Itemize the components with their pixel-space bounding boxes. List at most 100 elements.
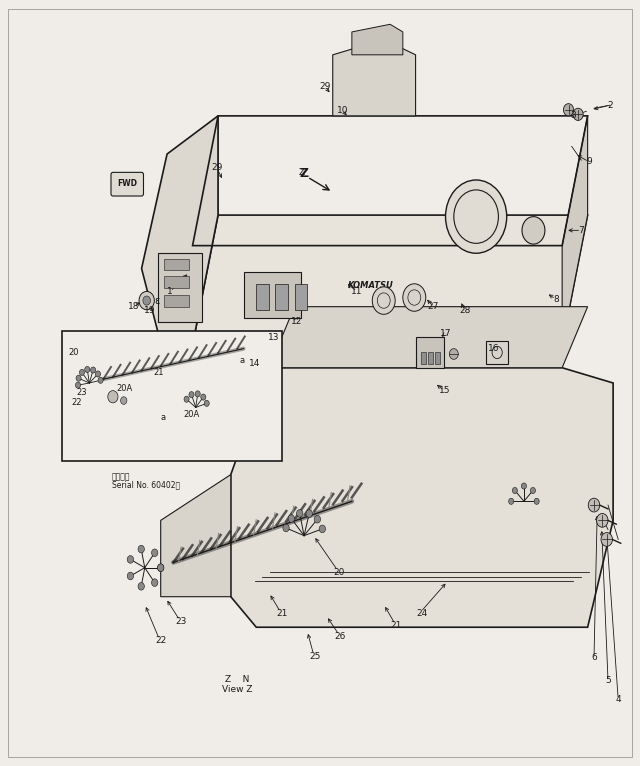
Text: 20: 20 <box>333 568 345 577</box>
Text: 11: 11 <box>351 287 363 296</box>
Bar <box>435 352 440 364</box>
Circle shape <box>513 487 518 493</box>
Bar <box>420 352 426 364</box>
Circle shape <box>522 217 545 244</box>
Text: 19: 19 <box>143 306 155 315</box>
Circle shape <box>184 396 189 402</box>
Circle shape <box>120 397 127 404</box>
Text: 16: 16 <box>488 344 499 353</box>
Text: 4: 4 <box>616 696 621 704</box>
Circle shape <box>449 349 458 359</box>
Bar <box>164 277 189 287</box>
Text: a: a <box>240 355 245 365</box>
Polygon shape <box>193 116 218 345</box>
Bar <box>164 259 189 270</box>
Circle shape <box>306 509 312 517</box>
Circle shape <box>563 103 573 116</box>
Polygon shape <box>161 475 231 597</box>
Text: FWD: FWD <box>117 179 137 188</box>
Text: 9: 9 <box>586 157 592 166</box>
Text: 1: 1 <box>168 287 173 296</box>
Circle shape <box>573 108 583 120</box>
Circle shape <box>314 516 321 523</box>
Circle shape <box>91 367 95 373</box>
Text: 14: 14 <box>250 359 260 368</box>
Circle shape <box>76 382 81 388</box>
Text: 12: 12 <box>291 317 302 326</box>
Circle shape <box>127 572 134 580</box>
Circle shape <box>98 377 103 383</box>
Text: 20: 20 <box>68 348 79 357</box>
Text: 5: 5 <box>605 676 611 685</box>
Text: 21: 21 <box>276 609 287 618</box>
Circle shape <box>204 401 209 407</box>
Circle shape <box>108 391 118 403</box>
Circle shape <box>283 524 289 532</box>
Text: 21: 21 <box>154 368 164 377</box>
Circle shape <box>152 579 158 587</box>
Text: 8: 8 <box>553 295 559 303</box>
Circle shape <box>157 564 164 571</box>
Polygon shape <box>269 306 588 368</box>
Polygon shape <box>333 40 415 116</box>
Polygon shape <box>562 116 588 345</box>
Circle shape <box>288 515 294 522</box>
Text: a: a <box>160 413 165 422</box>
Text: 27: 27 <box>428 302 439 311</box>
Circle shape <box>138 582 145 590</box>
Bar <box>415 337 444 368</box>
Circle shape <box>319 525 326 532</box>
Bar <box>157 254 202 322</box>
Circle shape <box>534 498 540 504</box>
Circle shape <box>596 513 608 527</box>
Text: 20A: 20A <box>117 384 133 393</box>
Circle shape <box>403 283 426 311</box>
Text: Serial No. 60402～: Serial No. 60402～ <box>111 480 180 489</box>
Bar <box>164 295 189 306</box>
Circle shape <box>157 564 164 571</box>
Polygon shape <box>231 368 613 627</box>
Bar <box>62 331 282 461</box>
Circle shape <box>201 394 206 400</box>
Bar <box>486 341 508 364</box>
Text: View Z: View Z <box>222 686 252 694</box>
FancyBboxPatch shape <box>111 172 143 196</box>
Text: 2: 2 <box>607 100 612 110</box>
Circle shape <box>372 286 395 314</box>
Text: 22: 22 <box>71 398 82 408</box>
Circle shape <box>79 369 84 375</box>
Circle shape <box>445 180 507 254</box>
Circle shape <box>522 483 527 489</box>
Circle shape <box>509 498 514 504</box>
Text: Z    N: Z N <box>225 675 250 683</box>
Bar <box>428 352 433 364</box>
Text: 26: 26 <box>335 632 346 641</box>
Polygon shape <box>352 25 403 55</box>
Text: 6: 6 <box>591 653 597 663</box>
Text: KOMATSU: KOMATSU <box>348 281 394 290</box>
Circle shape <box>138 545 145 553</box>
Circle shape <box>152 549 158 557</box>
Circle shape <box>189 391 194 398</box>
Bar <box>256 283 269 310</box>
Text: 25: 25 <box>309 652 321 661</box>
Text: Z: Z <box>300 167 308 179</box>
Circle shape <box>84 366 90 372</box>
Text: 7: 7 <box>579 226 584 235</box>
Bar <box>244 273 301 318</box>
Bar <box>275 283 288 310</box>
Circle shape <box>76 375 81 381</box>
Text: 23: 23 <box>76 388 87 397</box>
Text: 28: 28 <box>459 306 470 315</box>
Text: 24: 24 <box>417 609 428 618</box>
Circle shape <box>195 391 200 397</box>
Circle shape <box>296 509 303 517</box>
Circle shape <box>531 487 536 493</box>
Text: Z: Z <box>299 168 305 177</box>
Circle shape <box>95 371 100 377</box>
Circle shape <box>601 532 612 546</box>
Text: 適用号機: 適用号機 <box>111 473 130 481</box>
Text: 10: 10 <box>337 106 348 115</box>
Circle shape <box>143 296 150 305</box>
Text: 18: 18 <box>128 302 140 311</box>
